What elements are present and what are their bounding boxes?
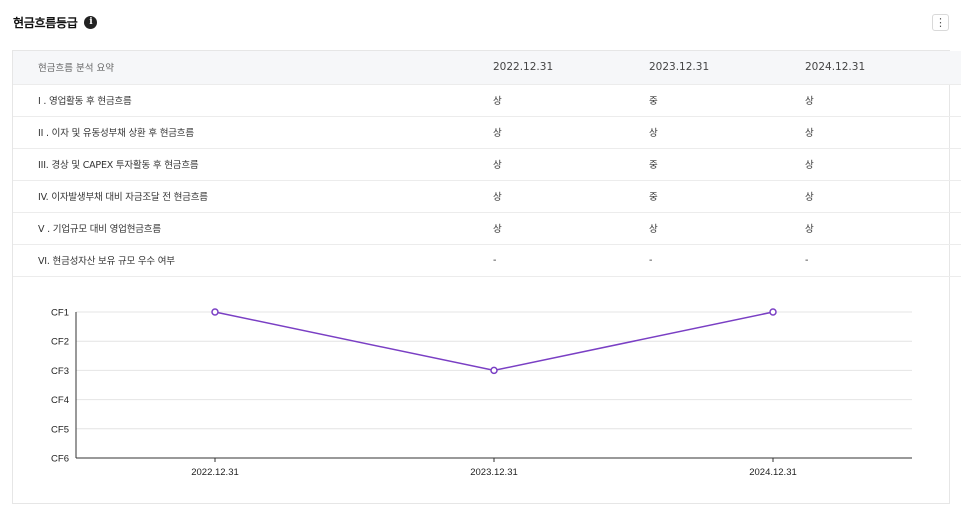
y-tick-label: CF3: [51, 366, 69, 377]
data-point: [211, 308, 219, 316]
cashflow-summary-table: 현금흐름 분석 요약 2022.12.31 2023.12.31 2024.12…: [13, 51, 961, 277]
grade-cell: 상: [805, 211, 961, 244]
x-tick-label: 2023.12.31: [470, 467, 518, 478]
grade-cell: 상: [493, 211, 649, 244]
line-chart: CF1 CF2 CF3 CF4 CF5 CF6 2022.12.31 2023.12.31 20…: [51, 308, 912, 478]
table-row: V . 기업규모 대비 영업현금흐름 상 상 상: [13, 211, 961, 244]
data-point: [769, 308, 777, 316]
grade-cell: 상: [493, 147, 649, 180]
grade-cell: 중: [649, 83, 805, 116]
section-title: 현금흐름등급: [13, 15, 78, 30]
y-tick-label: CF2: [51, 337, 69, 348]
grade-cell: 상: [649, 211, 805, 244]
column-header: 2023.12.31: [649, 61, 710, 74]
x-tick-label: 2024.12.31: [749, 467, 797, 478]
x-tick-label: 2022.12.31: [191, 467, 239, 478]
y-tick-label: CF6: [51, 454, 69, 465]
cashflow-grade-panel: 현금흐름 분석 요약 2022.12.31 2023.12.31 2024.12…: [12, 50, 961, 505]
grade-cell: -: [649, 243, 805, 277]
row-label: IV. 이자발생부채 대비 자금조달 전 현금흐름: [13, 179, 493, 212]
grade-cell: 중: [649, 179, 805, 212]
grade-cell: 상: [805, 115, 961, 148]
table-row: IV. 이자발생부채 대비 자금조달 전 현금흐름 상 중 상: [13, 179, 961, 212]
grade-cell: 상: [805, 179, 961, 212]
row-label: II . 이자 및 유동성부채 상환 후 현금흐름: [13, 115, 493, 148]
column-header: 2022.12.31: [493, 61, 554, 74]
grade-cell: 상: [493, 115, 649, 148]
column-header: 2024.12.31: [805, 61, 866, 74]
table-row: II . 이자 및 유동성부채 상환 후 현금흐름 상 상 상: [13, 115, 961, 148]
table-row: VI. 현금성자산 보유 규모 우수 여부 - - -: [13, 243, 961, 277]
grade-cell: -: [805, 243, 961, 277]
y-tick-label: CF1: [51, 308, 69, 319]
table-header-row: 현금흐름 분석 요약 2022.12.31 2023.12.31 2024.12…: [13, 51, 961, 84]
grade-cell: 상: [805, 83, 961, 116]
row-label: VI. 현금성자산 보유 규모 우수 여부: [13, 243, 493, 277]
grade-cell: 상: [493, 83, 649, 116]
grade-cell: 상: [805, 147, 961, 180]
table-row: III. 경상 및 CAPEX 투자활동 후 현금흐름 상 중 상: [13, 147, 961, 180]
y-tick-label: CF4: [51, 395, 69, 406]
row-label: I . 영업활동 후 현금흐름: [13, 83, 493, 116]
info-icon[interactable]: i: [84, 15, 98, 29]
more-vertical-icon[interactable]: ⋮: [932, 14, 949, 31]
section-header: 현금흐름등급 i: [13, 12, 98, 32]
y-tick-label: CF5: [51, 424, 69, 435]
grade-cell: 상: [493, 179, 649, 212]
grade-cell: 상: [649, 115, 805, 148]
row-label: III. 경상 및 CAPEX 투자활동 후 현금흐름: [13, 147, 493, 180]
row-label: V . 기업규모 대비 영업현금흐름: [13, 211, 493, 244]
table-row: I . 영업활동 후 현금흐름 상 중 상: [13, 83, 961, 116]
grade-cell: -: [493, 243, 649, 277]
data-point: [490, 366, 498, 375]
grade-cell: 중: [649, 147, 805, 180]
column-header: 현금흐름 분석 요약: [38, 63, 114, 75]
cashflow-grade-chart: CF1 CF2 CF3 CF4 CF5 CF6 2022.12.31 2023.12.31 20…: [13, 276, 949, 505]
